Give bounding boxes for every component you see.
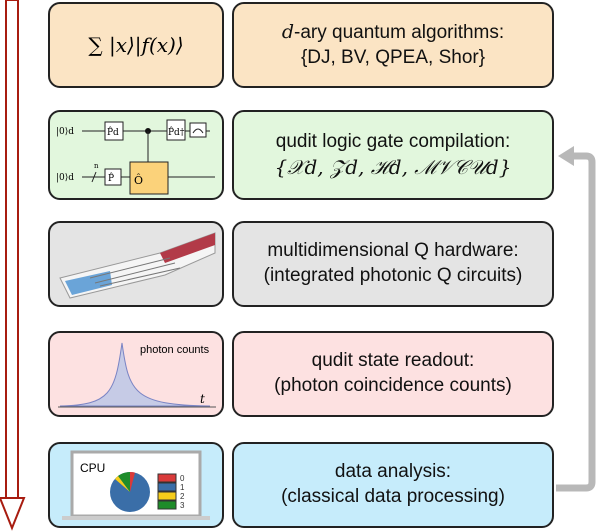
hardware-box: multidimensional Q hardware: (integrated… bbox=[232, 221, 554, 307]
fourier-gate bbox=[104, 121, 124, 141]
gate-compilation-box: qudit logic gate compilation: {𝒳d, 𝒵d, ℋ… bbox=[232, 110, 554, 200]
algorithm-formula-panel: ∑ |x⟩|f(x)⟩ bbox=[48, 2, 224, 88]
legend-1: 1 bbox=[180, 483, 185, 492]
hardware-title: multidimensional Q hardware: bbox=[267, 240, 519, 262]
readout-title: qudit state readout: bbox=[311, 350, 475, 372]
gate-set: {𝒳d, 𝒵d, ℋd, ℳ𝒱𝒞𝒰d} bbox=[274, 155, 512, 180]
algorithms-list: {DJ, BV, QPEA, Shor} bbox=[300, 46, 486, 68]
p-gate-label: P̂ bbox=[108, 172, 114, 184]
hardware-subtitle: (integrated photonic Q circuits) bbox=[263, 265, 523, 286]
n-label: n bbox=[94, 162, 99, 170]
input-state-bottom: |0⟩d bbox=[56, 173, 74, 183]
quantum-circuit: |0⟩d |0⟩d n P̂d P̂d† P̂ Ô bbox=[56, 119, 215, 195]
pie-slice-0 bbox=[130, 471, 135, 492]
inverse-fourier-gate bbox=[166, 119, 186, 141]
photonic-chip-image bbox=[59, 232, 216, 299]
readout-subtitle: (photon coincidence counts) bbox=[274, 375, 512, 396]
algorithms-box: d-ary quantum algorithms: {DJ, BV, QPEA,… bbox=[232, 2, 554, 88]
photon-counts-label: photon counts bbox=[140, 344, 210, 356]
pie-slice-3 bbox=[118, 472, 130, 492]
measurement-icon bbox=[189, 122, 207, 138]
d-label: d bbox=[281, 20, 294, 43]
cpu-label: CPU bbox=[80, 461, 105, 475]
cpu-panel: CPU 0 1 2 3 bbox=[48, 442, 224, 528]
p-gate bbox=[104, 168, 122, 186]
gate-compilation-title: qudit logic gate compilation: bbox=[275, 130, 511, 152]
flow-down-arrow bbox=[0, 0, 26, 531]
legend-2: 2 bbox=[180, 492, 185, 501]
oracle-gate-label: Ô bbox=[134, 173, 143, 187]
legend-3: 3 bbox=[180, 501, 185, 510]
feedback-arrow bbox=[556, 146, 596, 492]
legend-0: 0 bbox=[180, 474, 185, 483]
photon-counts-panel: photon counts t bbox=[48, 331, 224, 417]
fourier-gate-label: P̂d bbox=[107, 126, 119, 138]
data-analysis-subtitle: (classical data processing) bbox=[281, 486, 505, 507]
photon-count-plot: photon counts t bbox=[58, 342, 216, 408]
circuit-panel: |0⟩d |0⟩d n P̂d P̂d† P̂ Ô bbox=[48, 110, 224, 200]
photonic-chip-panel bbox=[48, 221, 224, 307]
laptop-icon: CPU 0 1 2 3 bbox=[62, 450, 210, 520]
data-analysis-title: data analysis: bbox=[334, 461, 452, 483]
sum-formula: ∑ |x⟩|f(x)⟩ bbox=[88, 33, 184, 57]
pie-slice-2 bbox=[115, 476, 130, 492]
data-analysis-box: data analysis: (classical data processin… bbox=[232, 442, 554, 528]
algorithms-title: -ary quantum algorithms: bbox=[294, 21, 505, 43]
oracle-gate bbox=[129, 161, 169, 195]
time-axis-label: t bbox=[200, 392, 205, 406]
input-state-top: |0⟩d bbox=[56, 127, 74, 137]
readout-box: qudit state readout: (photon coincidence… bbox=[232, 331, 554, 417]
inverse-fourier-gate-label: P̂d† bbox=[168, 126, 185, 138]
